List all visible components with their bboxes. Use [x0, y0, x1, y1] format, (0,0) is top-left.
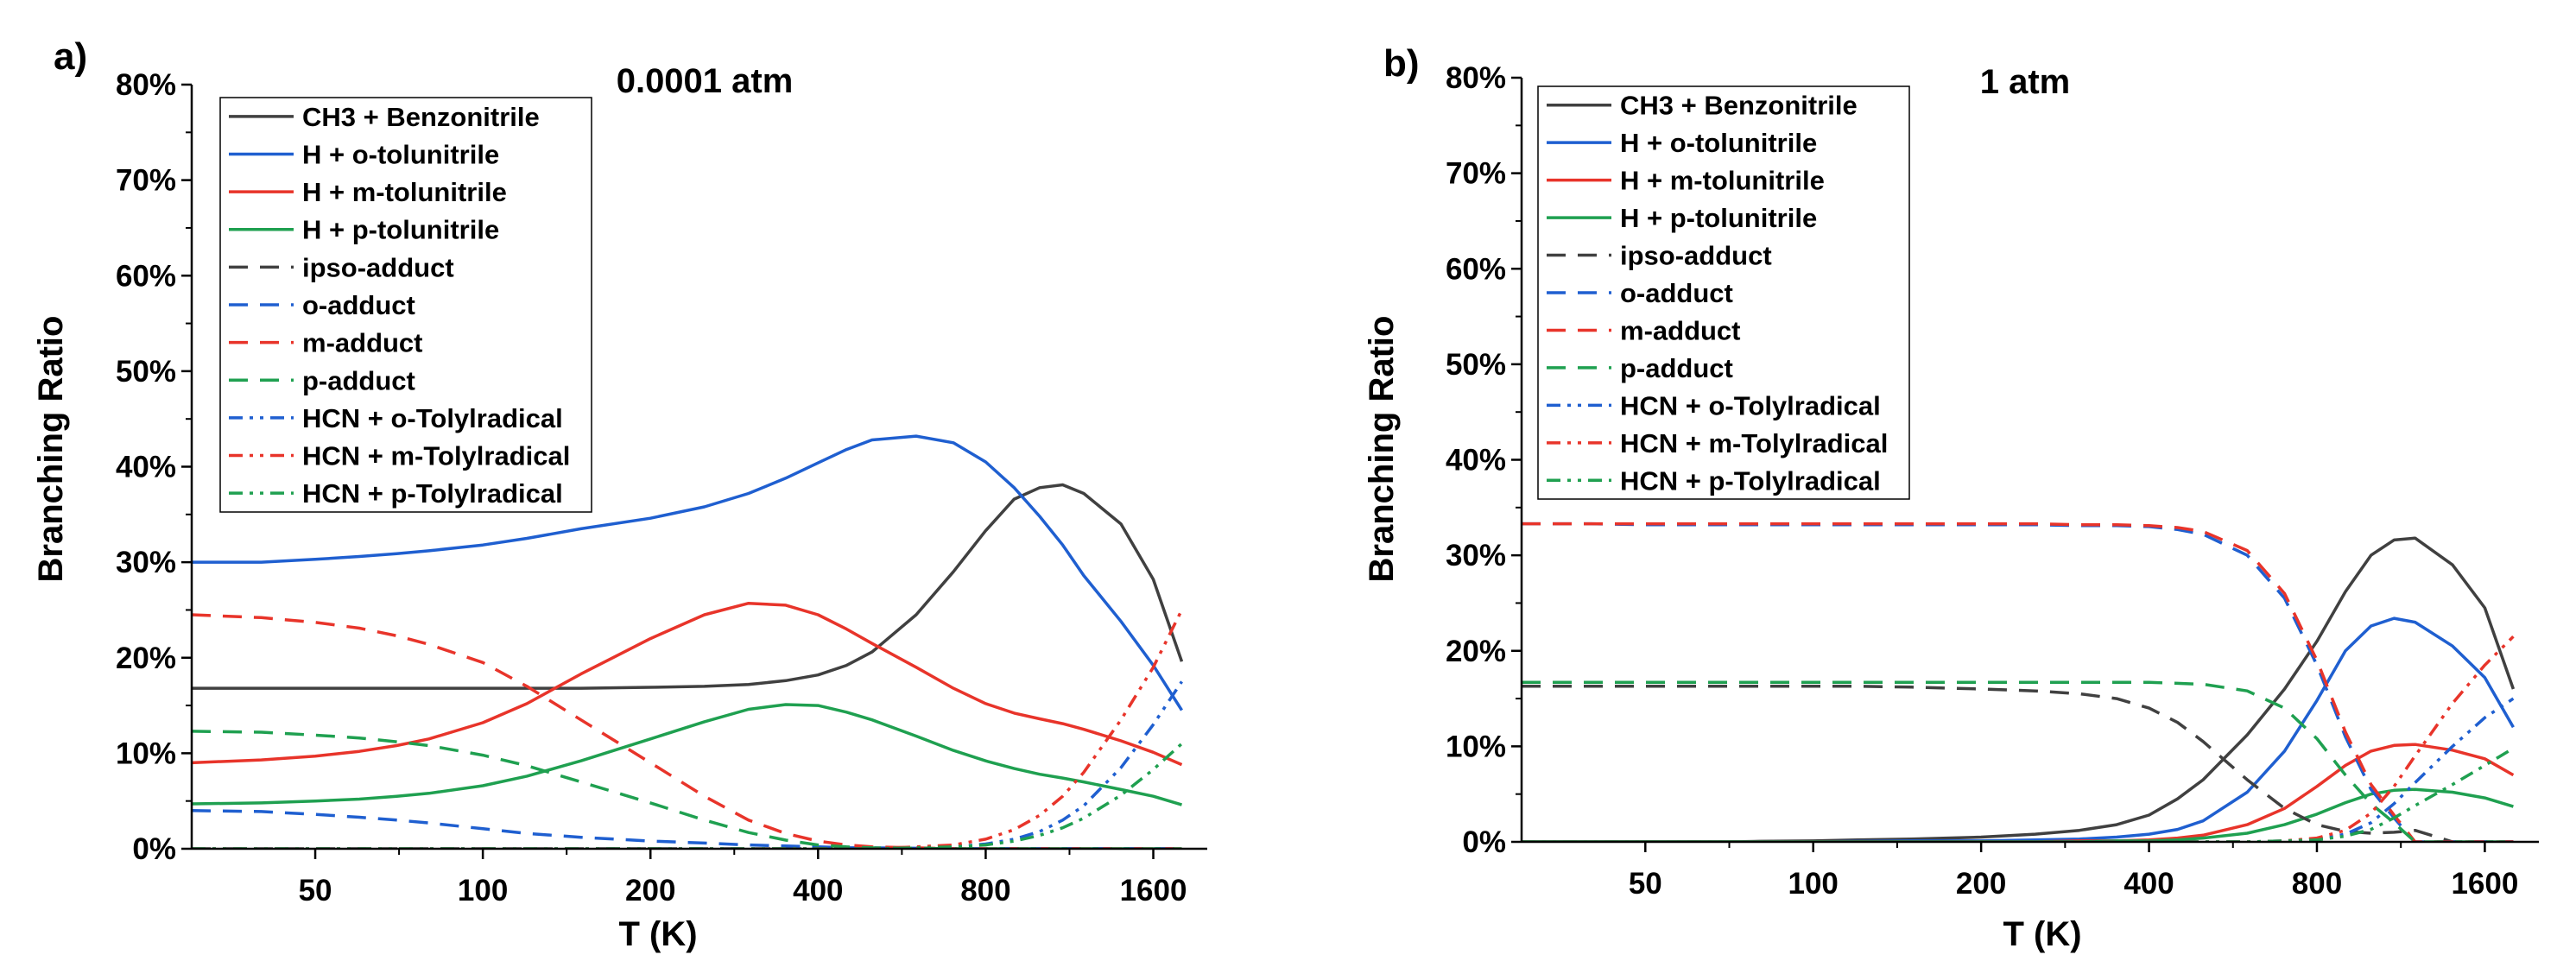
- legend-label: HCN + p-Tolylradical: [302, 478, 563, 509]
- series-line-hcn-o-tolylradical: [1522, 697, 2515, 842]
- legend-label: HCN + m-Tolylradical: [1620, 428, 1888, 458]
- panel-b-x-axis-title: T (K): [2003, 915, 2081, 953]
- series-lines: [192, 434, 1184, 849]
- legend-label: o-adduct: [302, 290, 415, 320]
- y-tick-label: 60%: [116, 259, 176, 293]
- y-tick-label: 30%: [1446, 539, 1506, 572]
- x-tick-label: 800: [2292, 867, 2342, 901]
- legend-label: CH3 + Benzonitrile: [302, 102, 540, 132]
- y-tick-label: 20%: [1446, 635, 1506, 668]
- legend-label: p-adduct: [302, 365, 415, 395]
- legend-label: H + p-tolunitrile: [1620, 203, 1817, 233]
- legend-label: H + m-tolunitrile: [302, 177, 507, 207]
- legend-box: [219, 97, 592, 513]
- legend-label: ipso-adduct: [302, 252, 454, 282]
- legend-label: HCN + o-Tolylradical: [302, 403, 563, 433]
- legend-label: HCN + o-Tolylradical: [1620, 390, 1881, 420]
- series-line-hcn-o-tolylradical: [192, 680, 1183, 849]
- y-tick-label: 80%: [1446, 61, 1506, 95]
- y-tick-label: 50%: [1446, 348, 1506, 382]
- panel-b-y-axis-title: Branching Ratio: [1363, 316, 1401, 583]
- y-tick-label: 10%: [116, 737, 176, 770]
- panel-a-y-axis-title: Branching Ratio: [32, 316, 70, 583]
- series-line-ch3-benzonitrile: [192, 483, 1184, 690]
- y-tick-label: 40%: [116, 451, 176, 484]
- legend-label: H + o-tolunitrile: [1620, 128, 1817, 158]
- panel-a-label: a): [54, 35, 87, 78]
- series-line-m-adduct: [1522, 522, 2514, 842]
- series-line-h-o-tolunitrile: [192, 434, 1183, 711]
- x-tick-label: 1600: [2451, 867, 2518, 901]
- x-tick-label: 200: [1956, 867, 2006, 901]
- series-line-p-adduct: [192, 730, 1182, 849]
- legend-label: m-adduct: [1620, 315, 1741, 345]
- panel-b-title: 1 atm: [1980, 63, 2071, 101]
- series-line-hcn-p-tolylradical: [1522, 747, 2515, 842]
- x-tick-label: 800: [960, 874, 1010, 907]
- x-tick-label: 400: [2123, 867, 2174, 901]
- x-tick-label: 50: [299, 874, 332, 907]
- y-tick-label: 30%: [116, 546, 176, 579]
- legend-label: m-adduct: [302, 328, 423, 358]
- panel-a: a) 0.0001 atm T (K) Branching Ratio 0% 10…: [32, 35, 1207, 953]
- y-tick-label: 0%: [132, 832, 176, 866]
- x-tick-label: 50: [1629, 867, 1662, 901]
- y-tick-label: 70%: [1446, 157, 1506, 191]
- legend-label: H + m-tolunitrile: [1620, 166, 1825, 196]
- y-tick-label: 60%: [1446, 252, 1506, 286]
- series-line-m-adduct: [192, 613, 1182, 849]
- panel-a-title: 0.0001 atm: [617, 62, 794, 100]
- legend: CH3 + Benzonitrile H + o-tolunitrile H + m…: [1537, 85, 1910, 500]
- y-tick-label: 10%: [1446, 730, 1506, 763]
- x-tick-label: 1600: [1120, 874, 1187, 907]
- y-tick-label: 50%: [116, 355, 176, 389]
- y-tick-label: 40%: [1446, 444, 1506, 477]
- legend-box: [1537, 85, 1910, 500]
- series-line-h-p-tolunitrile: [192, 703, 1183, 806]
- x-tick-label: 100: [458, 874, 508, 907]
- y-tick-label: 0%: [1462, 825, 1506, 859]
- panel-a-x-axis-title: T (K): [618, 915, 697, 953]
- y-tick-label: 20%: [116, 642, 176, 675]
- legend-label: HCN + m-Tolylradical: [302, 441, 570, 471]
- legend-label: H + o-tolunitrile: [302, 139, 499, 169]
- legend-label: o-adduct: [1620, 278, 1733, 308]
- legend-label: CH3 + Benzonitrile: [1620, 91, 1858, 121]
- y-tick-label: 70%: [116, 164, 176, 198]
- series-line-o-adduct: [1522, 522, 2514, 842]
- legend-label: HCN + p-Tolylradical: [1620, 465, 1881, 496]
- x-tick-label: 200: [625, 874, 675, 907]
- series-line-h-o-tolunitrile: [1522, 616, 2515, 842]
- y-tick-label: 80%: [116, 68, 176, 102]
- series-line-h-m-tolunitrile: [192, 601, 1183, 767]
- legend-label: ipso-adduct: [1620, 241, 1772, 271]
- x-tick-label: 400: [793, 874, 843, 907]
- legend-label: p-adduct: [1620, 353, 1733, 383]
- panel-b: b) 1 atm T (K) Branching Ratio 0% 10% 20% 3…: [1363, 42, 2539, 953]
- legend: CH3 + Benzonitrile H + o-tolunitrile H + m…: [219, 97, 592, 513]
- series-line-ipso-adduct: [1522, 684, 2514, 842]
- x-tick-label: 100: [1788, 867, 1839, 901]
- series-line-hcn-m-tolylradical: [192, 609, 1184, 849]
- legend-label: H + p-tolunitrile: [302, 215, 499, 245]
- panel-b-label: b): [1383, 42, 1420, 85]
